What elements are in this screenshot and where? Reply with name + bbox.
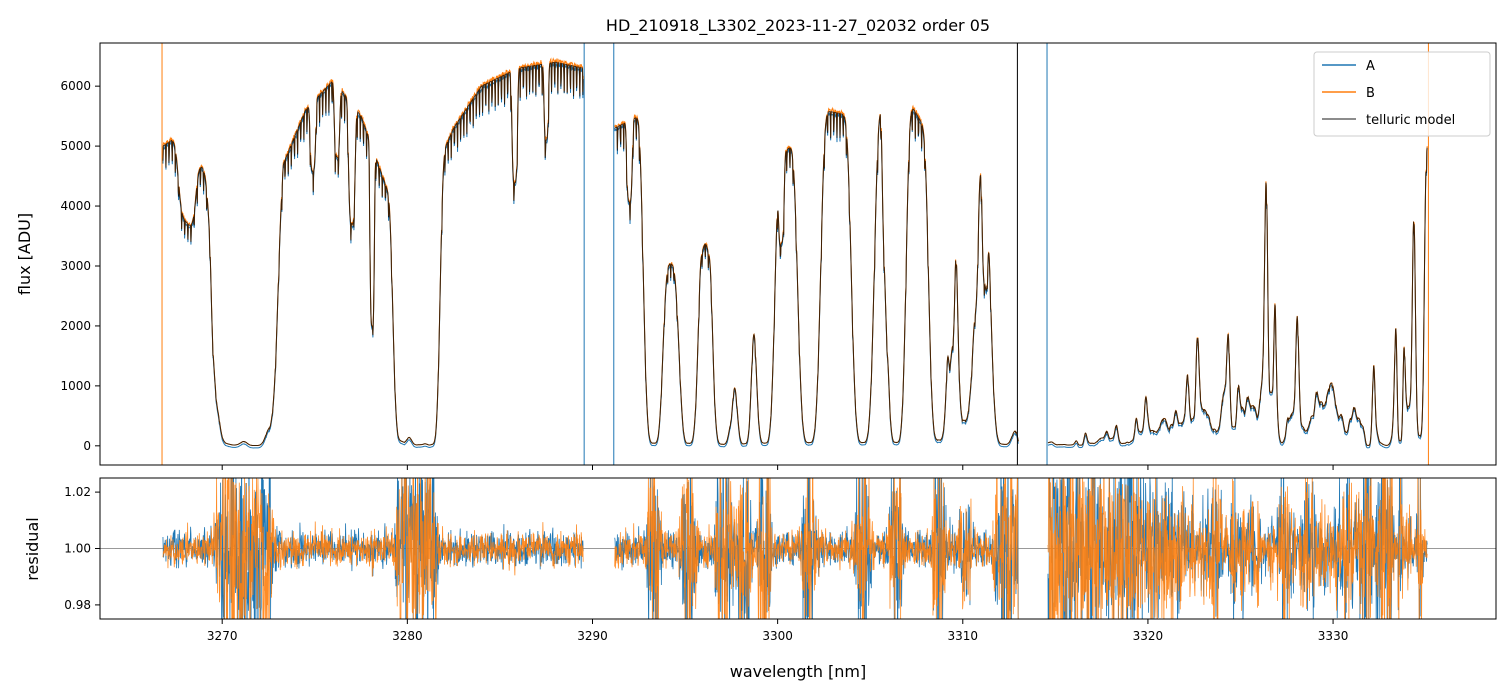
flux-ytick-label: 0 (83, 439, 91, 453)
legend-box (1313, 51, 1491, 137)
chart-title: HD_210918_L3302_2023-11-27_02032 order 0… (606, 16, 990, 36)
residual-xtick-label: 3320 (1133, 629, 1164, 643)
flux-ytick-label: 2000 (60, 319, 91, 333)
residual-ytick-label: 1.02 (64, 485, 91, 499)
series-b-line (162, 57, 1428, 447)
residual-xtick-label: 3310 (948, 629, 979, 643)
wavelength-axis-label: wavelength [nm] (730, 662, 867, 681)
residual-xtick-label: 3270 (207, 629, 238, 643)
residual-xtick-label: 3290 (577, 629, 608, 643)
residual-xtick-label: 3330 (1318, 629, 1349, 643)
residual-axis-label: residual (23, 517, 42, 580)
flux-panel: 0 1000 2000 3000 4000 5000 6000 flux [ADU] A B… (15, 42, 1497, 470)
legend-label-a: A (1366, 59, 1375, 74)
flux-axis-label: flux [ADU] (15, 213, 34, 295)
residual-panel: 0.98 1.00 1.02 3270 3280 3290 3300 3310 3320 333… (23, 477, 1497, 681)
legend-label-model: telluric model (1366, 113, 1455, 128)
legend-label-b: B (1366, 86, 1375, 101)
flux-ytick-label: 4000 (60, 199, 91, 213)
flux-ytick-label: 5000 (60, 139, 91, 153)
residual-ytick-label: 0.98 (64, 598, 91, 612)
flux-ytick-label: 3000 (60, 259, 91, 273)
flux-ytick-label: 1000 (60, 379, 91, 393)
residual-xtick-label: 3300 (762, 629, 793, 643)
residual-ytick-label: 1.00 (64, 542, 91, 556)
legend: A B telluric model (1313, 51, 1491, 137)
telluric-model-line (162, 61, 1428, 447)
residual-xtick-label: 3280 (392, 629, 423, 643)
flux-ytick-label: 6000 (60, 79, 91, 93)
residual-b-line (162, 478, 1428, 619)
flux-axes-frame (99, 42, 1497, 466)
